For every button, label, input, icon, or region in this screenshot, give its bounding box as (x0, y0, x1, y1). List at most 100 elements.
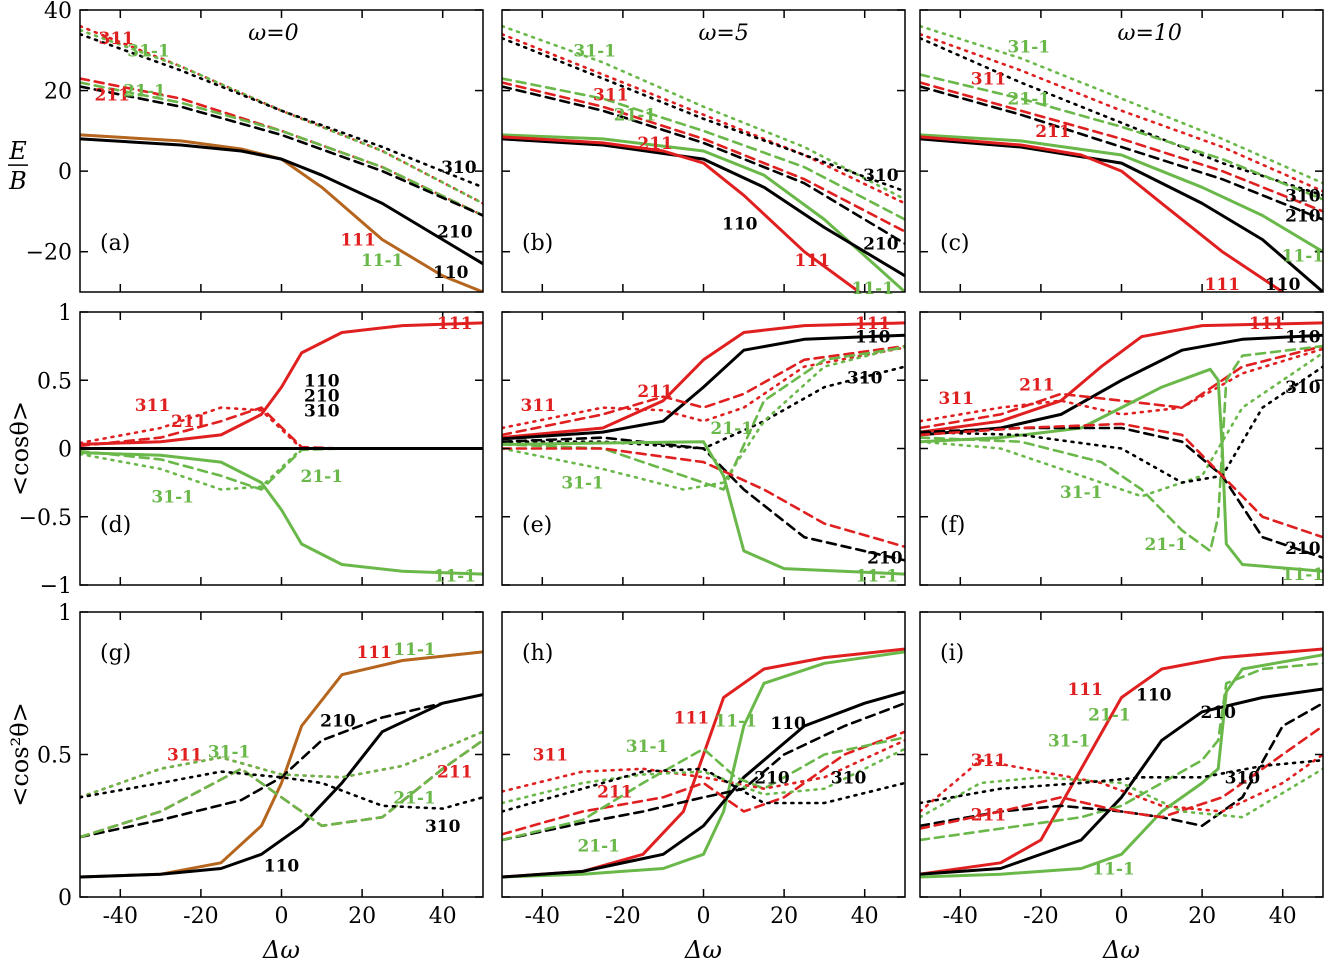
x-axis-labels: Δω Δω Δω (262, 936, 1140, 964)
panel-id-label: (h) (522, 641, 553, 666)
series-310 (80, 770, 483, 810)
panel-id-label: (a) (100, 231, 130, 256)
y-tick-label: 0 (58, 886, 72, 911)
series-311 (920, 347, 1323, 423)
x-axis-label: Δω (262, 936, 300, 964)
curve-label: 211 (1035, 122, 1071, 142)
x-axis-label: Δω (684, 936, 722, 964)
curve-label: 110 (1136, 686, 1172, 706)
series-210 (920, 85, 1323, 221)
curve-label: 210 (1285, 539, 1321, 559)
series-group (502, 647, 905, 879)
panel-i: -40 -20 0 20 40 (i) (919, 611, 1324, 929)
curve-label: 31-1 (151, 487, 194, 507)
series-311 (502, 346, 905, 430)
series-group (80, 650, 483, 879)
curve-label: 110 (433, 263, 469, 283)
curve-label: 310 (304, 401, 340, 421)
series-110 (920, 137, 1323, 292)
curve-label: 110 (722, 215, 758, 235)
series-111 (920, 647, 1323, 876)
x-tick-label: -40 (525, 904, 560, 929)
panel-frame (919, 9, 1324, 293)
x-tick-label: -20 (183, 904, 218, 929)
curve-label: 211 (637, 382, 673, 402)
curve-label: 21-1 (393, 788, 436, 808)
panel-id-label: (i) (940, 641, 964, 666)
curve-label: 31-1 (561, 474, 604, 494)
y-tick-label: 0 (58, 438, 72, 463)
series-110 (502, 333, 905, 441)
y-axis-label: <cos²θ> (6, 702, 34, 807)
y-label-numerator: E (8, 137, 27, 165)
series-310 (502, 767, 905, 813)
curve-label: 31-1 (1008, 37, 1051, 57)
panel-a: 40 20 0 −20 (a) (26, 0, 484, 293)
curve-label: 31-1 (1060, 483, 1103, 503)
series-group (920, 24, 1323, 292)
curve-label: 110 (304, 371, 340, 391)
series-red-lower (920, 422, 1323, 539)
panel-title: ω=5 (698, 21, 748, 46)
curve-label: 31-1 (208, 743, 251, 763)
x-tick-label: 0 (1115, 904, 1129, 929)
curve-label: 11-1 (714, 711, 757, 731)
curve-label: 31-1 (573, 41, 616, 61)
series-310 (502, 365, 905, 450)
series-31-1 (502, 747, 905, 805)
curve-label: 111 (437, 314, 473, 334)
curve-label: 21-1 (710, 419, 753, 439)
y-tick-label: 0.5 (37, 369, 72, 394)
series-210 (920, 426, 1323, 560)
curve-label: 210 (863, 235, 899, 255)
series-310 (502, 36, 905, 193)
x-tick-label: -20 (605, 904, 640, 929)
panel-b: (b) (501, 9, 906, 293)
panel-id-label: (d) (100, 513, 131, 538)
x-tick-label: 20 (1188, 904, 1216, 929)
series-211 (502, 730, 905, 836)
series-31-1 (502, 344, 905, 491)
curve-label: 310 (863, 166, 899, 186)
panel-title: ω=10 (1118, 21, 1182, 46)
panel-id-label: (e) (522, 513, 552, 538)
curve-label: 11-1 (361, 251, 404, 271)
curve-label: 21-1 (123, 82, 166, 102)
series-red-lower (502, 447, 905, 549)
x-tick-label: 40 (851, 904, 879, 929)
series-111 (80, 321, 483, 446)
series-group (920, 321, 1323, 573)
series-211 (502, 81, 905, 233)
curve-label: 211 (437, 763, 473, 783)
series-31-1 (920, 24, 1323, 185)
curve-label: 110 (1265, 275, 1301, 295)
series-11-1 (80, 451, 483, 576)
curve-label: 310 (831, 768, 867, 788)
curve-label: 21-1 (301, 467, 344, 487)
y-axis-labels: EB <cosθ> <cos²θ> (6, 137, 34, 807)
series-31-1 (80, 730, 483, 799)
y-tick-label: 0 (58, 160, 72, 185)
series-210 (502, 701, 905, 842)
series-11-1 (502, 650, 905, 879)
y-tick-label: −0.5 (19, 506, 72, 531)
y-tick-label: −1 (40, 574, 72, 599)
series-111 (80, 650, 483, 879)
curve-label: 31-1 (1048, 731, 1091, 751)
series-210 (502, 85, 905, 245)
panel-d: 1 0.5 0 −0.5 −1 (d) (19, 301, 484, 599)
curve-label: 11-1 (1282, 565, 1325, 585)
series-110 (502, 690, 905, 879)
series-110 (80, 137, 483, 266)
curve-label: 11-1 (1282, 247, 1325, 267)
panel-c: (c) (919, 9, 1324, 293)
panel-g: 1 0.5 0 -40 -20 0 20 40 (g) (37, 601, 484, 929)
panel-id-label: (g) (100, 641, 131, 666)
series-21-1 (920, 344, 1323, 553)
series-group (80, 321, 483, 576)
series-11-1 (502, 440, 905, 576)
curve-label: 211 (1019, 375, 1055, 395)
series-111 (502, 135, 862, 292)
series-311 (502, 738, 905, 793)
y-label-denominator: B (8, 167, 27, 195)
